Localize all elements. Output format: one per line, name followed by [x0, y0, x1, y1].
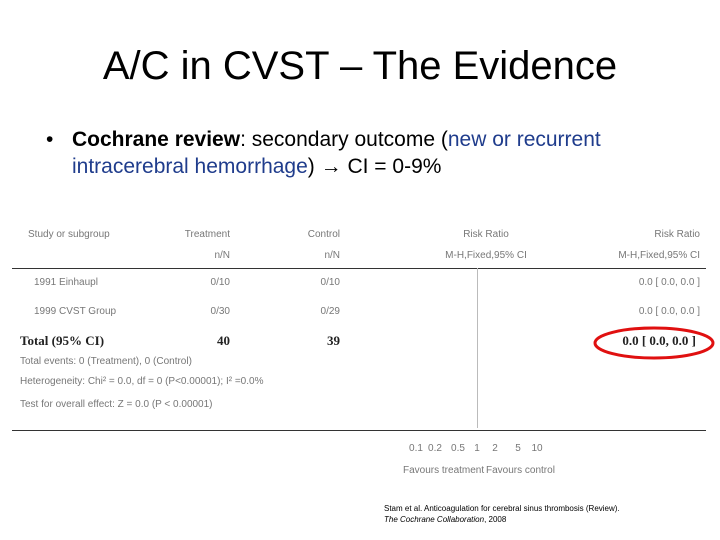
citation-year: , 2008 [484, 515, 507, 524]
study-name: 1999 CVST Group [34, 306, 117, 317]
axis-tick: 0.1 [409, 443, 423, 454]
bullet-close: ) [307, 155, 315, 178]
header-study: Study or subgroup [28, 229, 110, 240]
note-heterogeneity: Heterogeneity: Chi² = 0.0, df = 0 (P<0.0… [20, 376, 264, 387]
header-risk-ratio-right: Risk Ratio [654, 229, 700, 240]
slide-title: A/C in CVST – The Evidence [102, 44, 618, 88]
header-risk-ratio-sub: M-H,Fixed,95% CI [445, 250, 527, 261]
header-divider [12, 268, 706, 269]
study-control: 0/29 [320, 306, 340, 317]
highlight-ellipse [593, 326, 715, 360]
total-control: 39 [327, 333, 340, 348]
favours-treatment: Favours treatment [403, 465, 485, 476]
study-treatment: 0/30 [210, 306, 230, 317]
favours-control: Favours control [486, 465, 555, 476]
bullet-result: CI = 0-9% [341, 155, 442, 178]
highlight-ring [593, 326, 715, 360]
null-line [477, 268, 478, 428]
citation: Stam et al. Anticoagulation for cerebral… [384, 503, 620, 525]
total-label: Total (95% CI) [20, 333, 105, 348]
axis-tick: 0.5 [451, 443, 465, 454]
study-control: 0/10 [320, 277, 340, 288]
study-treatment: 0/10 [210, 277, 230, 288]
citation-line2: The Cochrane Collaboration, 2008 [384, 514, 620, 525]
bullet-highlight: new or recurrent intracerebral hemorrhag… [72, 128, 601, 178]
total-treatment: 40 [217, 333, 230, 348]
study-name: 1991 Einhaupl [34, 277, 98, 288]
header-risk-ratio-right-sub: M-H,Fixed,95% CI [618, 250, 700, 261]
bullet-marker: • [46, 128, 54, 151]
header-risk-ratio: Risk Ratio [463, 229, 509, 240]
bullet-colon: : secondary outcome ( [240, 128, 448, 151]
arrow-icon: → [320, 155, 342, 178]
bullet-lead: Cochrane review [72, 128, 241, 151]
header-treatment-sub: n/N [214, 250, 230, 261]
header-treatment: Treatment [184, 229, 230, 240]
forest-plot: Study or subgroup Treatment n/N Control … [0, 200, 720, 500]
axis-tick: 10 [531, 443, 543, 454]
note-overall-effect: Test for overall effect: Z = 0.0 (P < 0.… [20, 399, 213, 410]
citation-line1: Stam et al. Anticoagulation for cerebral… [384, 504, 620, 513]
header-control: Control [307, 229, 340, 240]
header-control-sub: n/N [324, 250, 340, 261]
note-total-events: Total events: 0 (Treatment), 0 (Control) [20, 356, 192, 367]
axis-tick: 2 [492, 443, 498, 454]
total-rr: 0.0 [ 0.0, 0.0 ] [622, 333, 696, 348]
axis-tick: 5 [515, 443, 521, 454]
study-rr: 0.0 [ 0.0, 0.0 ] [638, 277, 700, 288]
bullet-text: Cochrane review: secondary outcome (new … [72, 126, 702, 180]
axis-line [12, 430, 706, 431]
axis-tick: 1 [474, 443, 480, 454]
citation-journal: The Cochrane Collaboration [384, 515, 485, 524]
study-rr: 0.0 [ 0.0, 0.0 ] [638, 306, 700, 317]
axis-tick: 0.2 [428, 443, 442, 454]
